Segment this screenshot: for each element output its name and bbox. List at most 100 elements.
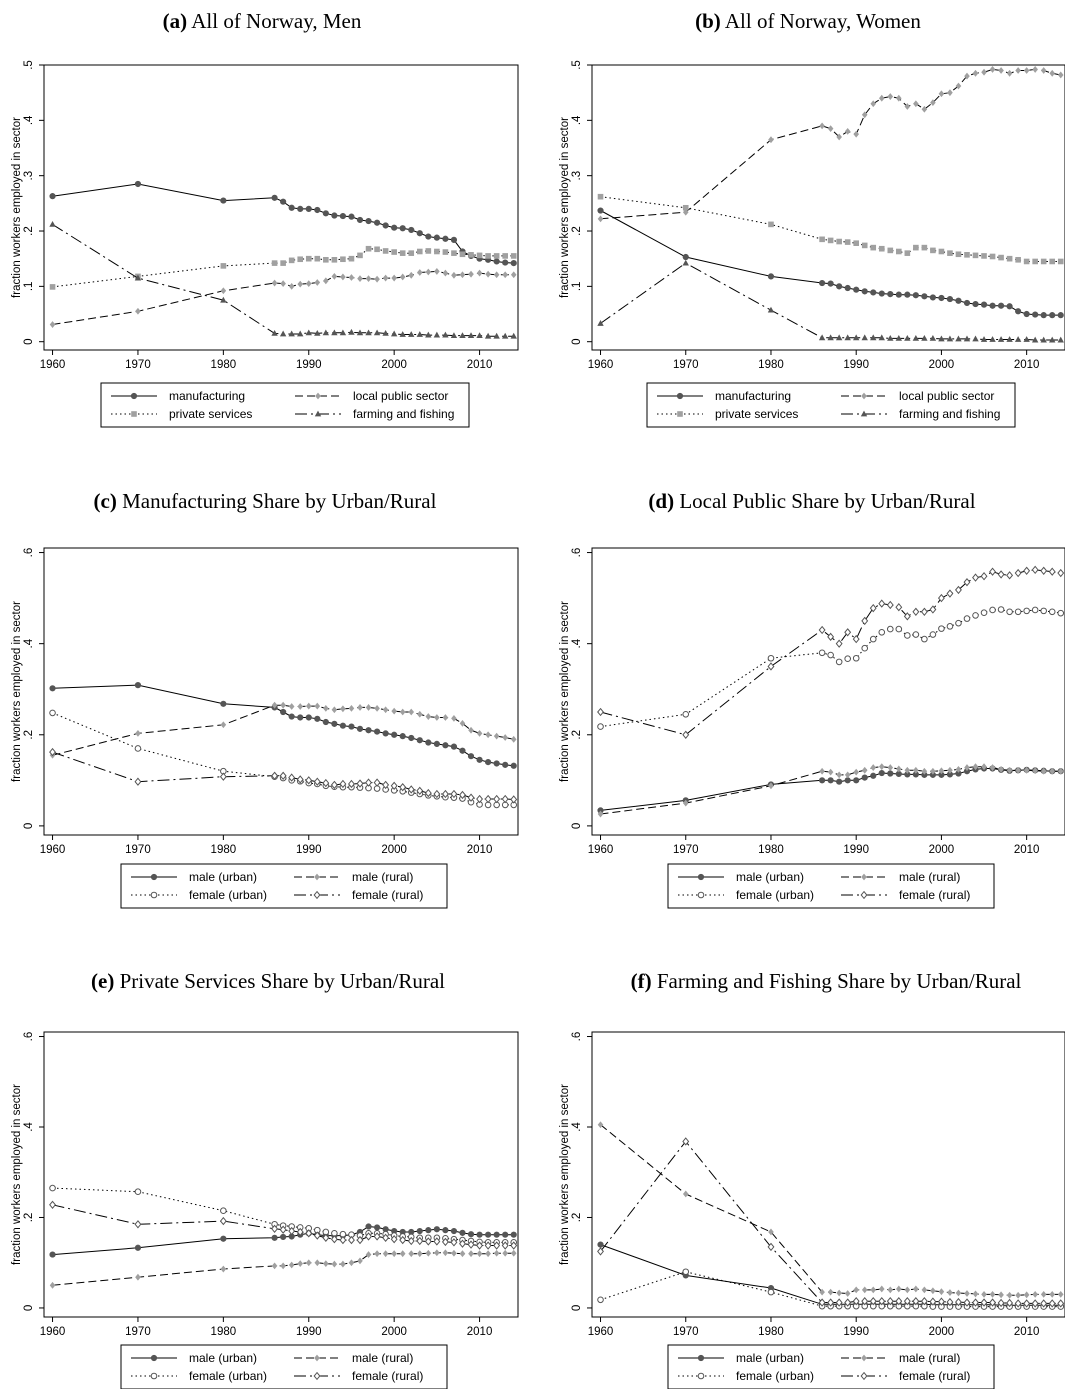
data-point [921, 244, 928, 251]
data-point [938, 767, 945, 775]
data-point [1040, 1290, 1047, 1298]
data-point [955, 297, 962, 304]
x-tick-label: 2000 [381, 359, 407, 371]
data-point [331, 272, 338, 280]
data-point [963, 335, 971, 342]
data-point [382, 248, 389, 254]
data-point [416, 248, 423, 255]
data-point [938, 335, 945, 342]
x-tick-label: 1990 [843, 844, 869, 856]
data-point [921, 1286, 928, 1294]
data-point [288, 713, 295, 720]
x-tick-label: 2000 [929, 359, 955, 371]
data-point [485, 759, 492, 766]
data-point [878, 94, 885, 102]
data-point [424, 1237, 432, 1246]
panel-title: (a) All of Norway, Men [163, 9, 362, 33]
data-point [913, 766, 919, 774]
data-point [399, 782, 407, 792]
data-point [134, 274, 142, 281]
data-point [1057, 1299, 1065, 1308]
x-tick-label: 2010 [467, 844, 493, 856]
data-point [946, 1297, 954, 1307]
data-point [280, 1233, 287, 1241]
series-female-rural- [597, 1137, 1065, 1308]
y-tick-label: .4 [571, 1122, 583, 1132]
data-point [1057, 71, 1064, 79]
data-point [425, 248, 432, 254]
data-point [989, 253, 996, 260]
data-point [450, 743, 458, 750]
legend-box [667, 1344, 995, 1389]
data-point [955, 251, 962, 258]
data-point [903, 1296, 911, 1306]
data-point [912, 1296, 920, 1306]
data-point [357, 275, 363, 283]
y-tick-label: .2 [571, 730, 583, 740]
data-point [768, 221, 774, 228]
data-point [997, 302, 1005, 309]
data-point [1006, 255, 1013, 262]
data-point [1049, 767, 1056, 775]
data-point [407, 785, 415, 794]
series-line [52, 270, 514, 325]
data-point [920, 1296, 928, 1306]
data-point [989, 336, 996, 342]
y-tick-label: .2 [571, 1213, 583, 1223]
y-tick-label: .4 [571, 638, 583, 648]
data-point [493, 760, 500, 767]
data-point [134, 180, 142, 188]
y-tick-label: .4 [23, 115, 35, 125]
legend-label: private services [715, 407, 798, 421]
x-tick-label: 2000 [381, 844, 407, 856]
y-tick-label: .6 [23, 548, 35, 558]
data-point [878, 599, 886, 608]
data-point [597, 1121, 604, 1129]
data-point [296, 775, 304, 784]
data-point [989, 1298, 997, 1307]
data-point [408, 1250, 415, 1258]
data-point [870, 764, 877, 771]
data-point [442, 235, 449, 242]
data-point [425, 268, 432, 276]
data-point [476, 756, 483, 763]
data-point [768, 1228, 774, 1236]
data-point [767, 654, 775, 662]
data-point [930, 247, 936, 254]
panel-title-text: Local Public Share by Urban/Rural [674, 489, 976, 513]
data-point [330, 1235, 338, 1244]
data-point [597, 707, 604, 717]
data-point [271, 260, 278, 266]
data-point [220, 287, 227, 295]
data-point [459, 747, 466, 754]
data-point [305, 255, 312, 262]
data-point [365, 329, 372, 336]
data-point [853, 130, 859, 138]
data-point [476, 1250, 483, 1258]
data-point [135, 730, 141, 737]
data-point [1006, 571, 1014, 580]
data-point [408, 331, 415, 337]
data-point [972, 573, 979, 582]
data-point [852, 334, 860, 341]
data-point [365, 778, 372, 787]
series-private-services [49, 245, 517, 290]
data-point [485, 731, 491, 739]
data-point [844, 771, 851, 779]
legend-box [100, 382, 470, 428]
legend-label: male (rural) [352, 1351, 413, 1365]
y-tick-label: .4 [571, 115, 583, 125]
legend-marker [697, 891, 705, 899]
data-point [134, 1244, 142, 1251]
legend-label: male (rural) [899, 870, 960, 884]
data-point [989, 302, 996, 309]
data-point [288, 773, 296, 782]
data-point [980, 609, 988, 616]
data-point [399, 250, 406, 256]
y-tick-label: 0 [23, 338, 35, 344]
data-point [852, 654, 860, 662]
data-point [49, 1251, 56, 1258]
legend-label: female (rural) [352, 888, 423, 902]
legend-label: manufacturing [169, 389, 245, 403]
data-point [1023, 336, 1030, 342]
